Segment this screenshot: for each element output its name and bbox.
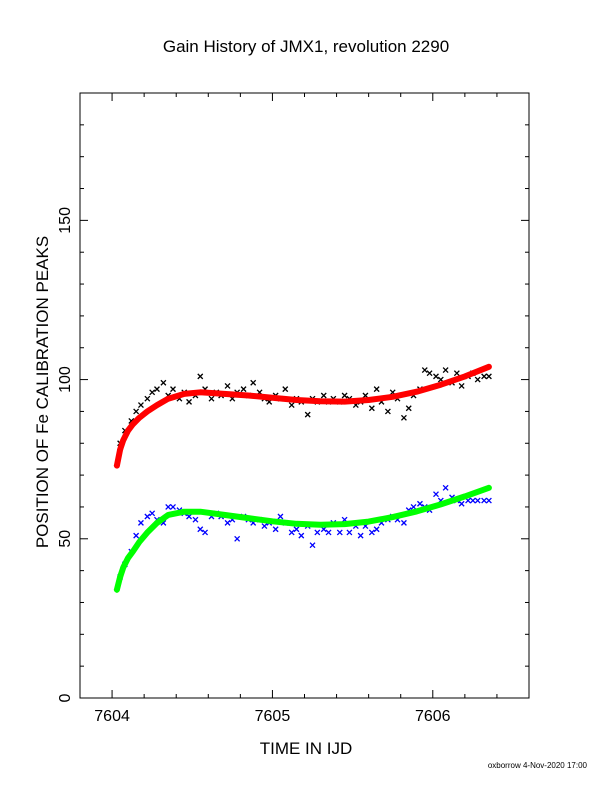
- x-marker: [154, 386, 160, 393]
- x-marker: [277, 513, 284, 520]
- x-marker: [421, 367, 428, 373]
- plus-marker: [113, 462, 120, 469]
- x-marker: [202, 529, 209, 536]
- x-marker: [208, 395, 215, 402]
- x-marker: [368, 529, 375, 536]
- x-marker: [485, 497, 492, 504]
- x-tick-label: 7604: [94, 708, 130, 725]
- y-tick-label: 100: [57, 366, 74, 393]
- x-marker: [368, 405, 375, 412]
- x-marker: [144, 513, 151, 520]
- x-marker: [442, 484, 449, 491]
- x-marker: [442, 367, 449, 373]
- x-marker: [133, 532, 140, 539]
- x-marker: [384, 408, 391, 415]
- x-marker: [474, 497, 481, 504]
- x-marker: [282, 386, 289, 393]
- x-marker: [197, 373, 204, 380]
- x-tick-labels: 7604 7605 7606: [94, 708, 450, 725]
- x-marker: [410, 503, 417, 510]
- x-marker: [137, 402, 144, 409]
- x-marker: [240, 386, 247, 393]
- x-axis-label: TIME IN IJD: [260, 739, 353, 758]
- plus-marker: [117, 446, 124, 453]
- x-marker: [481, 497, 488, 504]
- x-marker: [400, 414, 407, 421]
- x-marker: [186, 398, 193, 405]
- x-marker: [149, 510, 156, 517]
- x-marker: [346, 529, 353, 536]
- x-marker: [314, 529, 321, 536]
- y-tick-label: 150: [57, 207, 74, 234]
- y-tick-label: 50: [57, 530, 74, 548]
- x-marker: [137, 519, 144, 526]
- x-marker: [224, 382, 231, 389]
- fit-curve: [113, 363, 492, 469]
- x-marker: [453, 370, 460, 377]
- plus-marker: [120, 564, 127, 571]
- x-marker: [304, 411, 311, 418]
- plus-marker: [113, 586, 120, 593]
- x-marker: [341, 392, 348, 399]
- x-marker: [433, 491, 439, 498]
- x-marker: [469, 497, 476, 504]
- x-marker: [149, 389, 156, 396]
- x-marker: [458, 500, 465, 507]
- x-marker: [170, 386, 176, 393]
- x-marker: [298, 532, 305, 539]
- x-marker: [144, 395, 151, 402]
- plus-marker: [117, 574, 124, 580]
- x-marker: [288, 402, 295, 409]
- x-marker: [272, 526, 279, 533]
- x-marker: [192, 516, 199, 523]
- footer-credit: oxborrow 4-Nov-2020 17:00: [488, 761, 588, 770]
- y-tick-label: 0: [57, 693, 74, 702]
- x-marker: [426, 370, 433, 377]
- x-marker: [416, 500, 423, 507]
- x-marker: [373, 386, 380, 393]
- x-marker: [261, 523, 268, 530]
- x-marker: [288, 529, 295, 536]
- x-marker: [320, 392, 327, 399]
- x-marker: [170, 503, 176, 510]
- fit-curve: [113, 484, 492, 593]
- plus-marker: [120, 437, 127, 444]
- x-marker: [160, 379, 167, 386]
- x-marker: [481, 373, 488, 380]
- x-marker: [293, 526, 300, 533]
- axis-ticks: [79, 92, 530, 699]
- x-marker: [433, 373, 439, 380]
- x-marker: [400, 519, 407, 526]
- x-marker: [373, 526, 380, 533]
- x-tick-label: 7605: [255, 708, 291, 725]
- x-marker: [458, 382, 465, 389]
- plus-marker: [125, 554, 132, 561]
- x-tick-label: 7606: [415, 708, 451, 725]
- data-points: [113, 363, 492, 593]
- x-marker: [474, 376, 481, 383]
- plus-marker: [125, 427, 132, 434]
- x-marker: [165, 503, 172, 510]
- x-marker: [357, 532, 364, 539]
- x-marker: [325, 529, 332, 536]
- x-marker: [250, 379, 257, 386]
- x-marker: [133, 408, 140, 415]
- plot-frame: [79, 92, 530, 699]
- y-axis-label: POSITION OF Fe CALIBRATION PEAKS: [33, 236, 52, 548]
- x-marker: [197, 526, 204, 533]
- x-marker: [186, 513, 193, 520]
- x-marker: [224, 519, 231, 526]
- x-marker: [309, 542, 316, 549]
- y-tick-labels: 0 50 100 150: [57, 207, 74, 703]
- x-marker: [405, 405, 412, 412]
- chart-title: Gain History of JMX1, revolution 2290: [163, 37, 449, 56]
- x-marker: [485, 373, 492, 380]
- x-marker: [234, 535, 241, 542]
- x-marker: [336, 529, 343, 536]
